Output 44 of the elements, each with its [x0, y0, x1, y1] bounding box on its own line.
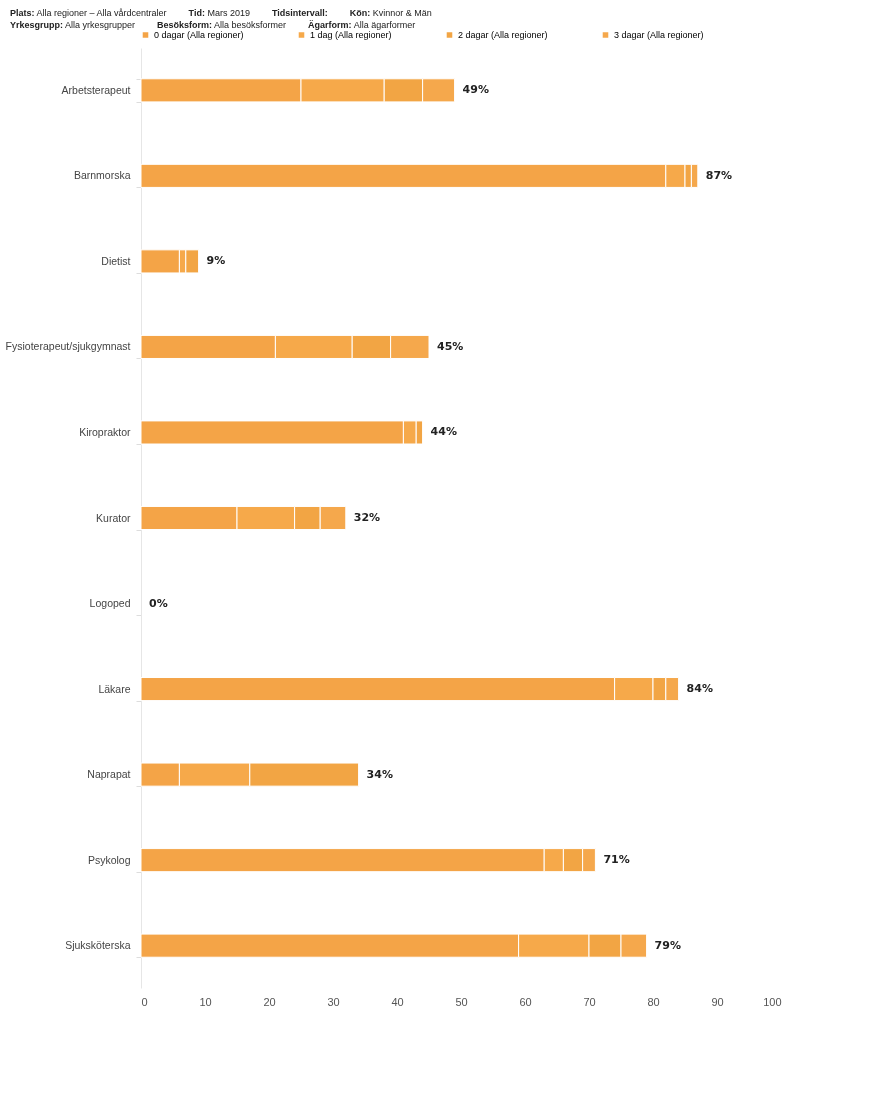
total-label: 87%: [705, 168, 733, 182]
text: Ägarform: Alla ägarformer: [308, 20, 416, 30]
x-tick-label: 90: [711, 995, 724, 1008]
y-tick-label: Dietist: [101, 254, 131, 267]
y-tick-label: Naprapat: [87, 768, 131, 781]
y-tick-label: Kurator: [96, 511, 131, 524]
text: Besöksform: Alla besöksformer: [157, 20, 287, 30]
total-label: 32%: [353, 511, 381, 524]
text: Yrkesgrupp: Alla yrkesgrupper: [10, 20, 136, 30]
x-tick-label: 20: [263, 995, 276, 1008]
y-tick-label: Psykolog: [87, 853, 131, 866]
y-tick-label: Sjuksköterska: [65, 939, 131, 952]
total-label: 84%: [686, 682, 713, 696]
y-tick-label: Läkare: [98, 682, 131, 695]
legend-label: 1 dag (Alla regioner): [310, 29, 392, 40]
text: Tidsintervall:: [271, 8, 328, 18]
legend-label: 3 dagar (Alla regioner): [614, 29, 704, 40]
legend-label: 2 dagar (Alla regioner): [458, 29, 548, 40]
legend-label: 0 dagar (Alla regioner): [154, 29, 244, 40]
x-tick-label: 60: [519, 995, 532, 1008]
y-tick-label: Arbetsterapeut: [61, 83, 131, 96]
text: Plats: Alla regioner – Alla vårdcentraler: [10, 8, 167, 18]
y-tick-label: Logoped: [89, 597, 131, 610]
x-tick-label: 80: [647, 995, 660, 1008]
x-tick-label: 100: [763, 995, 782, 1008]
x-tick-label: 40: [391, 995, 404, 1008]
text: Tid: Mars 2019: [188, 8, 250, 18]
total-label: 0%: [149, 596, 168, 610]
total-label: 34%: [366, 767, 393, 781]
total-label: 71%: [603, 853, 630, 867]
total-label: 79%: [654, 938, 681, 952]
y-tick-label: Kiropraktor: [79, 425, 131, 438]
x-tick-label: 0: [141, 995, 148, 1008]
y-tick-label: Barnmorska: [73, 169, 131, 182]
x-tick-label: 10: [199, 995, 212, 1008]
total-label: 49%: [462, 83, 489, 97]
total-label: 9%: [206, 254, 226, 268]
total-label: 45%: [437, 339, 464, 353]
x-tick-label: 70: [583, 995, 596, 1008]
total-label: 44%: [430, 425, 457, 439]
text: Kön: Kvinnor & Män: [349, 8, 432, 18]
x-tick-label: 50: [455, 995, 468, 1008]
x-tick-label: 30: [327, 995, 340, 1008]
y-tick-label: Fysioterapeut/sjukgymnast: [5, 340, 131, 353]
